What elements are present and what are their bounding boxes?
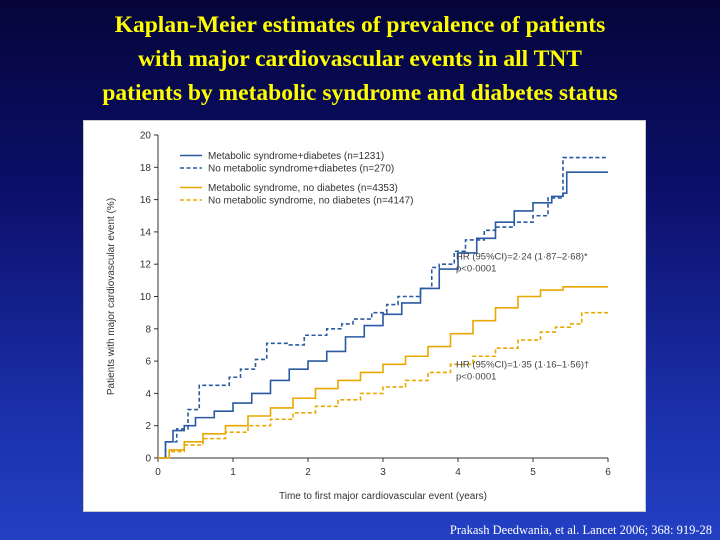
x-tick-label: 3 (380, 467, 386, 478)
x-tick-label: 4 (455, 467, 461, 478)
y-tick-label: 14 (140, 227, 152, 238)
x-tick-label: 2 (305, 467, 311, 478)
legend-label-2: No metabolic syndrome+diabetes (n=270) (208, 164, 394, 175)
hr-annotation-2: HR (95%CI)=1·35 (1·16–1·56)† (456, 360, 589, 371)
y-tick-label: 6 (145, 357, 151, 368)
hr-annotation-1: HR (95%CI)=2·24 (1·87–2·68)* (456, 251, 588, 262)
title-line-3: patients by metabolic syndrome and diabe… (102, 80, 618, 106)
title-line-1: Kaplan-Meier estimates of prevalence of … (114, 12, 606, 38)
series-line-2 (158, 156, 608, 459)
y-tick-label: 0 (145, 454, 151, 465)
y-tick-label: 20 (140, 131, 152, 142)
citation: Prakash Deedwania, et al. Lancet 2006; 3… (449, 523, 712, 537)
p-value-annotation-2: p<0·0001 (456, 372, 496, 383)
y-tick-label: 8 (145, 324, 151, 335)
y-axis-label: Patients with major cardiovascular event… (106, 198, 117, 395)
y-tick-label: 16 (140, 195, 152, 206)
x-tick-label: 0 (155, 467, 161, 478)
x-tick-label: 1 (230, 467, 236, 478)
y-tick-label: 18 (140, 163, 152, 174)
slide-title: Kaplan-Meier estimates of prevalence of … (0, 8, 720, 110)
y-tick-label: 12 (140, 260, 152, 271)
x-axis-label: Time to first major cardiovascular event… (279, 491, 487, 502)
y-tick-label: 10 (140, 292, 152, 303)
y-tick-label: 2 (145, 421, 151, 432)
series-line-1 (158, 171, 608, 459)
chart-panel: 0 2 4 6 8 10 12 14 16 18 20 0 1 2 3 4 5 6 Time to first ma… (83, 120, 646, 512)
p-value-annotation-1: p<0·0001 (456, 263, 496, 274)
legend-label-4: No metabolic syndrome, no diabetes (n=41… (208, 196, 413, 207)
y-tick-label: 4 (145, 389, 151, 400)
series-line-3 (158, 286, 608, 459)
series-line-4 (158, 311, 608, 459)
legend-label-3: Metabolic syndrome, no diabetes (n=4353) (208, 183, 398, 194)
title-line-2: with major cardiovascular events in all … (138, 46, 582, 72)
legend-label-1: Metabolic syndrome+diabetes (n=1231) (208, 151, 384, 162)
x-tick-label: 5 (530, 467, 536, 478)
x-tick-label: 6 (605, 467, 611, 478)
